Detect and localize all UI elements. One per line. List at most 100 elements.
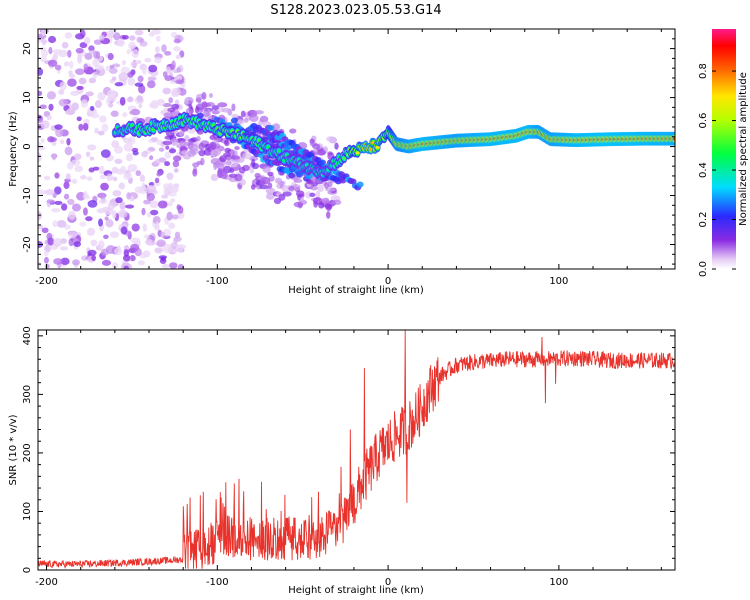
noise-speckle [87, 144, 97, 151]
y-tick-label: 20 [22, 42, 33, 55]
noise-speckle [93, 39, 103, 45]
noise-speckle [73, 241, 82, 248]
ridge-speckle [198, 142, 205, 151]
y-tick-label: 10 [22, 91, 33, 104]
noise-speckle [172, 68, 179, 74]
noise-speckle [98, 240, 105, 249]
noise-speckle [87, 200, 98, 208]
ridge-speckle [317, 184, 325, 193]
noise-speckle [74, 68, 85, 75]
noise-speckle [64, 32, 73, 39]
noise-speckle [119, 201, 126, 210]
noise-speckle [162, 244, 173, 254]
noise-speckle [161, 263, 170, 269]
noise-speckle [114, 82, 124, 87]
ridge-speckle [249, 156, 259, 161]
noise-speckle [146, 212, 152, 218]
noise-speckle [88, 77, 97, 84]
noise-speckle [156, 100, 166, 106]
noise-speckle [130, 243, 140, 251]
ridge-core [266, 145, 271, 149]
ridge-speckle [211, 110, 220, 115]
x-tick-label: 100 [549, 577, 568, 588]
noise-speckle [97, 130, 105, 136]
ridge-speckle [305, 191, 312, 199]
ridge-core [151, 128, 156, 132]
noise-speckle [40, 56, 48, 63]
noise-speckle [103, 234, 109, 239]
snr-line [38, 330, 675, 569]
ridge-speckle [326, 136, 336, 142]
ridge-speckle [310, 185, 319, 191]
ridge-speckle [281, 184, 290, 193]
noise-speckle [39, 104, 47, 110]
ridge-speckle [168, 97, 174, 104]
noise-speckle [105, 219, 114, 228]
noise-speckle [40, 138, 45, 143]
noise-speckle [139, 40, 148, 47]
noise-speckle [154, 177, 160, 184]
noise-speckle [66, 138, 71, 146]
noise-speckle [157, 200, 168, 209]
ridge-speckle [250, 184, 256, 190]
noise-speckle [67, 49, 72, 58]
ridge-speckle [324, 181, 329, 189]
noise-speckle [126, 49, 131, 55]
ridge-speckle [223, 152, 232, 157]
noise-speckle [171, 214, 179, 220]
noise-speckle [72, 259, 80, 266]
ridge-speckle [173, 168, 179, 173]
y-tick-label: 0 [22, 143, 33, 149]
noise-speckle [47, 237, 55, 246]
ridge-speckle [203, 109, 210, 118]
ridge-speckle [209, 141, 217, 150]
ridge-speckle [179, 140, 187, 147]
noise-speckle [84, 36, 91, 45]
noise-speckle [141, 207, 146, 216]
noise-speckle [167, 184, 175, 192]
noise-speckle [134, 82, 144, 87]
ridge-core [375, 145, 380, 150]
noise-speckle [141, 182, 146, 191]
noise-speckle [143, 250, 151, 258]
noise-speckle [110, 110, 119, 117]
ridge-speckle [277, 180, 286, 185]
noise-speckle [52, 49, 63, 55]
colorbar: 0.0 0.2 0.4 0.6 0.8 Normalized spectral ampl… [698, 29, 749, 277]
noise-speckle [129, 255, 136, 262]
noise-speckle [85, 91, 94, 97]
noise-speckle [55, 128, 64, 138]
ridge-core [256, 138, 261, 143]
noise-speckle [76, 116, 82, 122]
noise-speckle [73, 153, 82, 160]
noise-speckle [64, 178, 72, 183]
y-tick-label: 100 [22, 502, 33, 521]
noise-speckle [99, 115, 107, 123]
noise-speckle [164, 151, 172, 159]
y-tick-label: -20 [22, 236, 33, 252]
ridge-speckle [312, 197, 323, 205]
noise-speckle [63, 181, 70, 189]
noise-speckle [88, 167, 95, 173]
noise-speckle [44, 263, 50, 269]
noise-speckle [86, 227, 96, 236]
streak-blob [319, 159, 327, 166]
noise-speckle [162, 87, 172, 95]
ridge-speckle [324, 203, 330, 210]
spectrogram-blobs [38, 29, 675, 269]
noise-speckle [149, 200, 159, 209]
noise-speckle [132, 150, 139, 156]
noise-speckle [112, 189, 122, 197]
noise-speckle [154, 221, 160, 230]
ridge-speckle [265, 187, 276, 195]
noise-speckle [38, 146, 46, 151]
noise-speckle [74, 165, 84, 172]
noise-speckle [142, 223, 148, 232]
ridge-speckle [209, 135, 216, 140]
ridge-speckle [190, 143, 199, 152]
noise-speckle [118, 209, 128, 218]
noise-speckle [161, 194, 169, 199]
ridge-speckle [234, 145, 240, 151]
noise-speckle [82, 123, 89, 131]
